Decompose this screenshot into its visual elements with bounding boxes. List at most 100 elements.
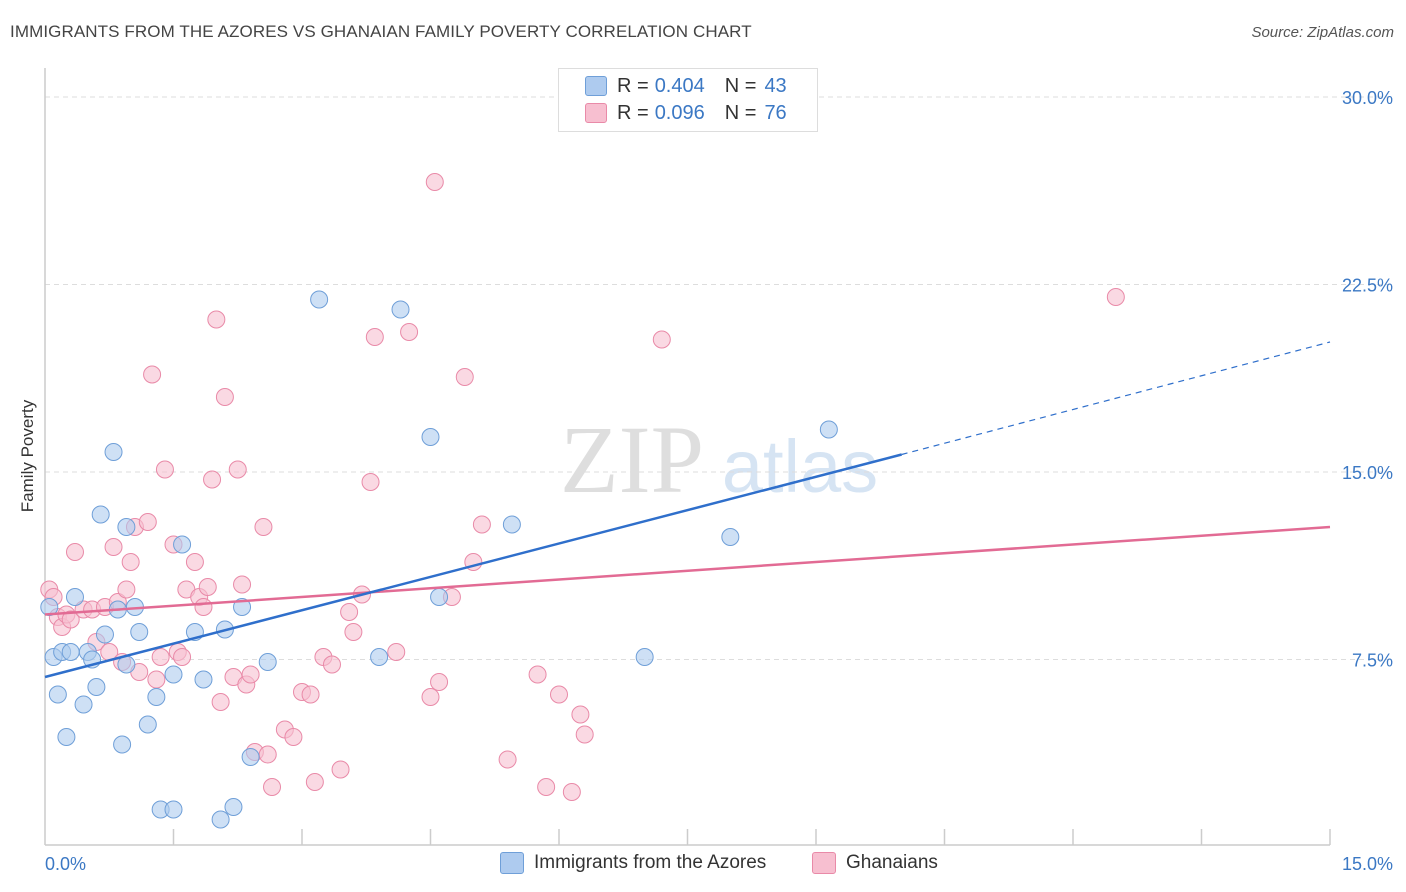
ghanaians-point [211,693,230,711]
ghanaians-point [203,470,222,489]
ghanaians-point [61,610,80,629]
azores-point [48,685,67,704]
azores-point [233,598,252,616]
legend-r-value: 0.404 [654,74,705,97]
axes [44,68,1331,846]
ghanaians-point [562,783,581,801]
series-legend: Immigrants from the Azores Ghanaians [0,852,1406,876]
trend-lines [44,341,1331,679]
ghanaians-point [340,603,359,621]
ghanaians-point [537,778,556,796]
legend-n-label: N = [724,101,757,124]
ghanaians-point [550,685,568,704]
ghanaians-point [652,330,671,349]
series-legend-ghanaians: Ghanaians [812,852,938,874]
tick-labels: 7.5% 15.0% 22.5% 30.0% 0.0% 15.0% [45,88,1393,874]
legend-r-label: R = [617,74,649,97]
chart-title: IMMIGRANTS FROM THE AZORES VS GHANAIAN F… [10,22,752,41]
ghanaians-point [185,553,204,571]
azores-point [130,623,149,641]
source-label: Source: ZipAtlas.com [1251,24,1394,41]
y-tick-label: 22.5% [1342,276,1393,296]
ghanaians-trend-line [44,525,1331,616]
ghanaians-point [151,648,170,666]
azores-point [40,598,59,616]
azores-point [147,688,166,706]
ghanaians-point [571,705,590,724]
ghanaians-point [155,460,174,479]
azores-point [74,695,93,714]
legend-row-ghanaians: R = 0.096 N = 76 [585,101,787,125]
azores-point [91,505,110,524]
azores-point [211,810,230,829]
series-legend-label: Ghanaians [846,852,938,873]
ghanaians-point [117,580,136,599]
ghanaians-point [228,460,247,479]
ghanaians-point [65,543,84,561]
x-tick-label: 0.0% [45,854,86,874]
azores-point [104,443,123,461]
ghanaians-point [263,778,282,796]
y-tick-label: 7.5% [1352,651,1393,671]
azores-point [258,653,277,671]
legend-swatch-azores [585,76,607,96]
azores-trend-extension [901,341,1331,456]
ghanaians-point [215,388,234,406]
azores-point [117,518,136,536]
ghanaians-points [40,173,1125,801]
ghanaians-point [472,515,491,534]
ghanaians-point [104,538,123,556]
azores-point [113,735,132,754]
azores-point [173,535,192,554]
azores-point [421,428,440,446]
ghanaians-point [430,673,449,691]
azores-point [721,528,740,546]
ghanaians-point [305,773,324,791]
ghanaians-point [322,655,341,674]
ghanaians-point [421,688,440,706]
azores-point [819,420,838,439]
azores-point [430,588,449,606]
azores-point [65,588,84,606]
azores-point [61,643,80,661]
azores-point [164,800,183,819]
ghanaians-point [194,598,213,616]
legend-swatch-ghanaians [585,103,607,123]
azores-point [241,748,260,766]
ghanaians-point [528,665,547,684]
azores-point [138,715,157,734]
azores-trend-line [44,453,902,679]
ghanaians-point [121,553,140,571]
ghanaians-point [387,643,406,661]
azores-point [57,728,76,746]
series-swatch-azores [500,852,524,874]
watermark-zip: ZIP [560,406,704,513]
ghanaians-point [138,513,157,531]
legend-r-value: 0.096 [654,101,705,124]
ghanaians-point [455,368,474,386]
y-tick-label: 30.0% [1342,88,1393,108]
ghanaians-point [400,323,419,341]
series-swatch-ghanaians [812,852,836,874]
legend-n-value: 43 [764,74,787,97]
azores-point [164,665,183,684]
ghanaians-point [284,728,303,746]
azores-point [87,678,106,696]
legend-n-value: 76 [764,101,787,124]
ghanaians-point [241,665,260,684]
ghanaians-point [233,575,252,594]
ghanaians-point [207,310,226,329]
ghanaians-point [254,518,273,536]
ghanaians-point [147,670,166,689]
ghanaians-point [344,623,363,641]
ghanaians-point [143,365,162,384]
ghanaians-point [365,328,384,346]
ghanaians-point [575,725,594,744]
azores-point [502,515,521,534]
ghanaians-point [425,173,444,191]
ghanaians-point [301,685,320,704]
ghanaians-point [331,760,350,779]
azores-point [370,648,389,666]
x-tick-label: 15.0% [1342,854,1393,874]
